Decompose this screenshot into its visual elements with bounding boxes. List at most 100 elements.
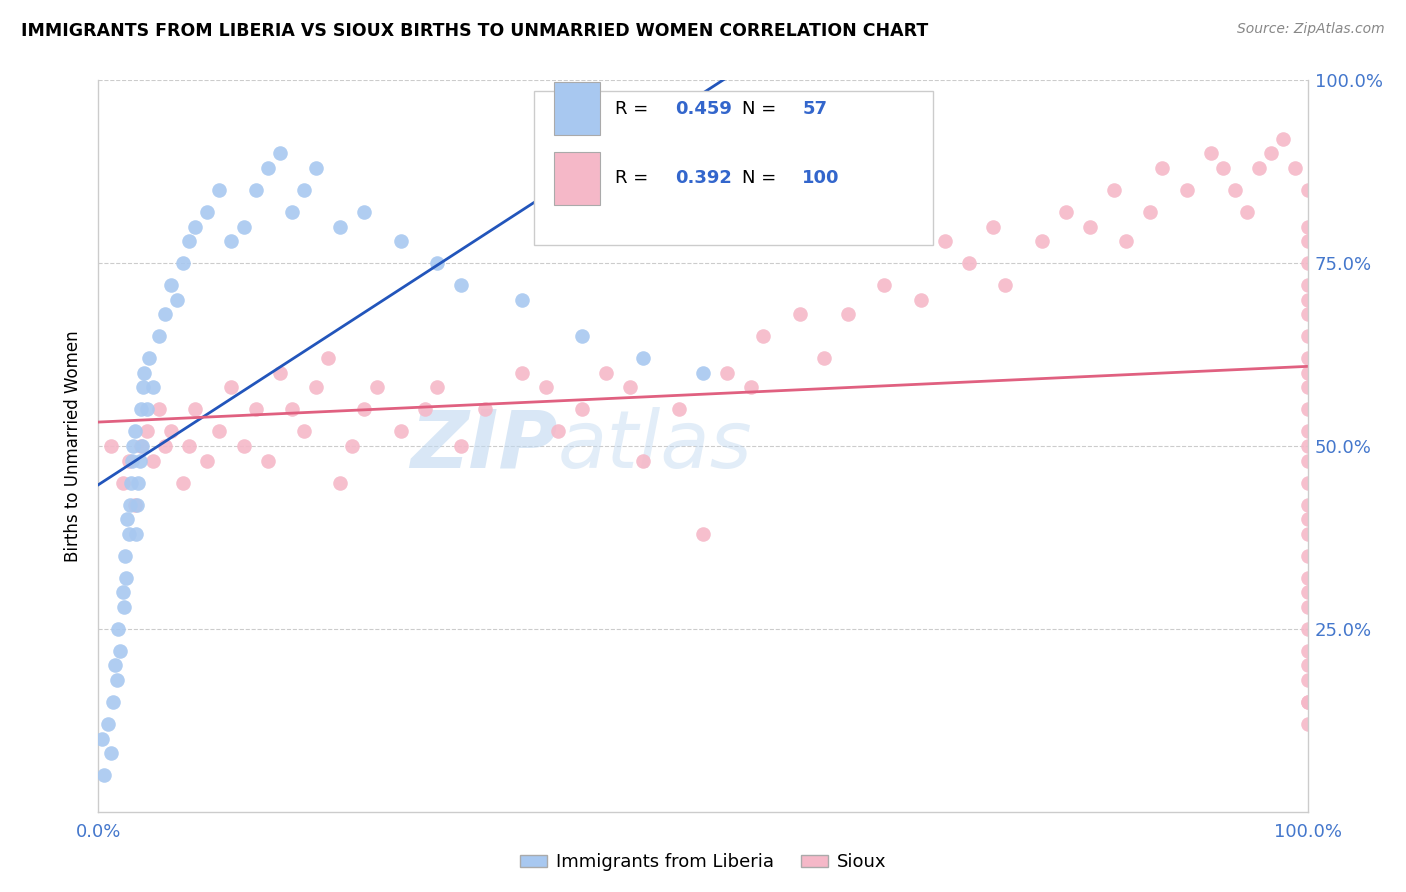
- Point: [957, 256, 980, 270]
- Point: [127, 475, 149, 490]
- Point: [160, 425, 183, 439]
- Point: [153, 439, 176, 453]
- Text: atlas: atlas: [558, 407, 752, 485]
- Point: [292, 425, 315, 439]
- Point: [232, 219, 254, 234]
- Text: 0.392: 0.392: [675, 169, 733, 187]
- Text: IMMIGRANTS FROM LIBERIA VS SIOUX BIRTHS TO UNMARRIED WOMEN CORRELATION CHART: IMMIGRANTS FROM LIBERIA VS SIOUX BIRTHS …: [21, 22, 928, 40]
- Point: [179, 439, 201, 453]
- Point: [100, 746, 122, 760]
- Point: [1296, 695, 1319, 709]
- Point: [172, 256, 194, 270]
- Point: [221, 234, 243, 248]
- Point: [1296, 475, 1319, 490]
- Point: [1296, 439, 1319, 453]
- Point: [910, 293, 932, 307]
- Point: [1296, 219, 1319, 234]
- Point: [1296, 512, 1319, 526]
- FancyBboxPatch shape: [534, 91, 932, 244]
- Point: [316, 351, 339, 366]
- Point: [105, 673, 128, 687]
- FancyBboxPatch shape: [554, 82, 600, 136]
- Point: [1296, 571, 1319, 585]
- Point: [128, 453, 150, 467]
- Point: [329, 475, 352, 490]
- Point: [305, 380, 328, 394]
- Text: Source: ZipAtlas.com: Source: ZipAtlas.com: [1237, 22, 1385, 37]
- Point: [112, 599, 135, 614]
- Point: [101, 695, 124, 709]
- Point: [1296, 498, 1319, 512]
- Point: [1102, 183, 1125, 197]
- Point: [353, 402, 375, 417]
- Point: [256, 161, 278, 175]
- Point: [450, 439, 472, 453]
- Point: [179, 234, 201, 248]
- Point: [256, 453, 278, 467]
- Point: [93, 768, 115, 782]
- Point: [1175, 183, 1198, 197]
- Point: [510, 293, 533, 307]
- Point: [510, 366, 533, 380]
- Point: [134, 366, 156, 380]
- Point: [389, 425, 412, 439]
- Point: [245, 183, 267, 197]
- Point: [571, 329, 593, 343]
- Point: [1296, 183, 1319, 197]
- Point: [138, 351, 160, 366]
- Point: [111, 475, 134, 490]
- Point: [1054, 205, 1077, 219]
- Point: [1296, 380, 1319, 394]
- Point: [118, 498, 141, 512]
- Point: [195, 205, 218, 219]
- Point: [692, 526, 714, 541]
- Point: [221, 380, 243, 394]
- Point: [1296, 329, 1319, 343]
- Point: [1284, 161, 1306, 175]
- Point: [547, 425, 569, 439]
- Point: [1152, 161, 1174, 175]
- Point: [1078, 219, 1101, 234]
- Point: [184, 402, 207, 417]
- Y-axis label: Births to Unmarried Women: Births to Unmarried Women: [63, 330, 82, 562]
- Point: [131, 439, 153, 453]
- Point: [1296, 366, 1319, 380]
- Point: [129, 439, 152, 453]
- Point: [534, 380, 557, 394]
- Point: [668, 402, 690, 417]
- Point: [135, 402, 157, 417]
- Text: 57: 57: [803, 100, 827, 118]
- Point: [114, 549, 136, 563]
- Point: [994, 278, 1017, 293]
- Point: [127, 498, 149, 512]
- Text: N =: N =: [742, 169, 782, 187]
- Point: [292, 183, 315, 197]
- Point: [934, 234, 956, 248]
- Point: [208, 425, 231, 439]
- Text: R =: R =: [614, 100, 654, 118]
- Point: [160, 278, 183, 293]
- Point: [1249, 161, 1271, 175]
- Point: [97, 717, 120, 731]
- Point: [208, 183, 231, 197]
- Point: [1296, 585, 1319, 599]
- Point: [148, 402, 170, 417]
- Point: [118, 526, 141, 541]
- Text: R =: R =: [614, 169, 654, 187]
- Point: [752, 329, 775, 343]
- Point: [1296, 673, 1319, 687]
- Point: [1260, 146, 1282, 161]
- Point: [366, 380, 388, 394]
- Point: [1223, 183, 1246, 197]
- Point: [142, 453, 165, 467]
- Point: [118, 453, 141, 467]
- Point: [1296, 549, 1319, 563]
- Point: [873, 278, 896, 293]
- Point: [1296, 402, 1319, 417]
- Point: [122, 439, 145, 453]
- Point: [184, 219, 207, 234]
- Point: [166, 293, 188, 307]
- Point: [1296, 622, 1319, 636]
- Point: [121, 453, 143, 467]
- Point: [595, 366, 617, 380]
